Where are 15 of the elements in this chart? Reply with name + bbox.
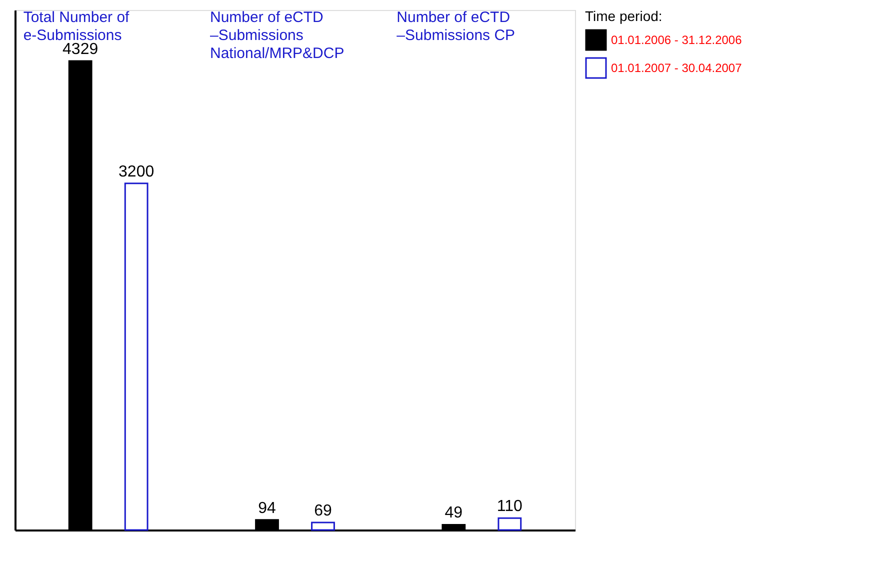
bar	[311, 522, 335, 531]
bar	[124, 182, 148, 531]
legend-title: Time period:	[585, 8, 662, 24]
data-label: 94	[258, 500, 276, 517]
data-label: 3200	[118, 163, 154, 180]
bar	[498, 517, 522, 531]
x-tick-label: Total Number of e-Submissions	[23, 9, 130, 44]
x-tick-label: Number of eCTD –Submissions National/MRP&DCP	[210, 9, 344, 62]
x-tick-label: Number of eCTD –Submissions CP	[396, 9, 516, 44]
data-label: 49	[444, 504, 463, 522]
legend-label: 01.01.2006 - 31.12.2006	[611, 33, 742, 47]
legend-label: 01.01.2007 - 30.04.2007	[611, 61, 742, 75]
data-label: 69	[314, 502, 332, 520]
data-label: 4329	[62, 41, 98, 58]
data-label: 110	[496, 498, 523, 516]
